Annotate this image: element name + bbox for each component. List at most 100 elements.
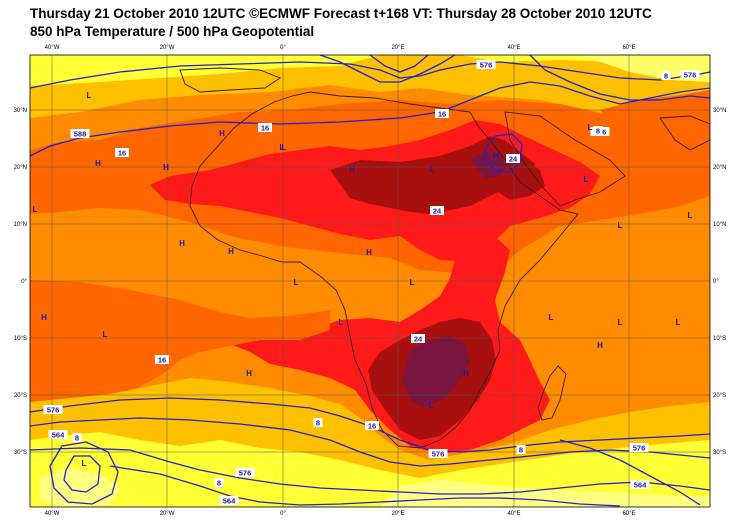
contour-label-box — [258, 123, 272, 132]
lon-tick-label: 60°E — [622, 511, 635, 517]
low-pressure-label: L — [33, 205, 38, 214]
contour-label-text: 8 — [519, 446, 523, 455]
contour-label-box — [430, 206, 444, 215]
contour-label-box — [516, 445, 526, 454]
high-pressure-label: H — [163, 163, 169, 172]
contour-value-label: 588 — [70, 129, 90, 139]
low-pressure-label: L — [87, 91, 92, 100]
band-paleyellow-south — [380, 480, 710, 507]
lat-tick-label: 20°S — [713, 393, 726, 399]
contour-label-text: 576 — [432, 450, 445, 459]
contour-label-box — [235, 468, 255, 477]
contour-label-text: 576 — [633, 444, 646, 453]
contour-label-text: 16 — [118, 149, 126, 158]
high-pressure-label: H — [219, 129, 225, 138]
lat-tick-label: 0° — [713, 279, 719, 285]
contour-label-box — [629, 443, 649, 452]
contour-564-south-b — [109, 465, 621, 507]
contour-label-text: 576 — [239, 469, 252, 478]
high-pressure-label: H — [179, 239, 185, 248]
india-coastline — [659, 115, 710, 151]
contour-label-text: 24 — [509, 155, 518, 164]
iberia-coastline — [179, 67, 281, 93]
high-pressure-label: H — [95, 159, 101, 168]
lon-tick-label: 40°W — [45, 45, 60, 51]
lon-tick-label: 20°E — [391, 45, 404, 51]
contour-564-north — [319, 55, 456, 83]
band-yellow-top — [30, 55, 710, 70]
low-pressure-label: L — [294, 278, 299, 287]
lat-tick-label: 30°S — [14, 450, 27, 456]
lon-tick-label: 40°E — [507, 45, 520, 51]
lat-tick-label: 20°S — [14, 393, 27, 399]
high-pressure-label: H — [493, 151, 499, 160]
low-pressure-label: L — [618, 318, 623, 327]
lat-tick-label: 10°N — [713, 222, 726, 228]
contour-label-text: 24 — [433, 207, 442, 216]
high-pressure-label: H — [246, 369, 252, 378]
contour-label-box — [70, 129, 90, 138]
contour-label-text: 16 — [438, 110, 446, 119]
contour-label-text: 576 — [480, 61, 493, 70]
contour-value-label: 8 — [661, 71, 671, 81]
lat-tick-label: 10°S — [14, 336, 27, 342]
madagascar-coastline — [537, 365, 567, 421]
band-yellow-south — [30, 432, 710, 507]
band-paleyellow-southwest — [40, 468, 120, 507]
contour-value-label: 564 — [48, 430, 68, 440]
low-pressure-label: L — [429, 401, 434, 410]
contour-value-label: 24 — [430, 206, 444, 216]
axis-ticks: 40°W 40°W 20°W 20°W 0° 0° 20°E 20°E 40°E 40°E 60°E… — [14, 45, 727, 517]
contour-label-box — [48, 430, 68, 439]
contour-label-text: 576 — [47, 406, 60, 415]
contour-value-label: 16 — [115, 148, 129, 158]
low-pressure-label: L — [688, 211, 693, 220]
contour-value-label: 8 — [593, 126, 603, 136]
contour-label-text: 16 — [261, 124, 269, 133]
arabia-coastline — [504, 111, 626, 207]
contour-label-box — [155, 355, 169, 364]
contour-label-text: 16 — [158, 356, 166, 365]
contour-label-text: 8 — [217, 479, 221, 488]
contour-value-label: 576 — [680, 70, 700, 80]
low-pressure-label: L — [282, 143, 287, 152]
contour-east-loop — [529, 55, 710, 101]
low-pressure-label: L — [410, 278, 415, 287]
contour-label-box — [506, 154, 520, 163]
low-pressure-label: L — [82, 459, 87, 468]
contour-label-box — [214, 478, 224, 487]
lat-tick-label: 0° — [21, 279, 27, 285]
contour-value-label: 8 — [313, 418, 323, 428]
contour-value-label: 576 — [428, 449, 448, 459]
graticule — [30, 55, 710, 507]
contour-552-north — [369, 55, 429, 73]
high-pressure-label: H — [597, 341, 603, 350]
contour-label-text: 576 — [684, 71, 697, 80]
lat-tick-label: 30°N — [14, 108, 27, 114]
contour-label-box — [435, 109, 449, 118]
lon-tick-label: 40°E — [507, 511, 520, 517]
lon-tick-label: 60°E — [622, 45, 635, 51]
lat-tick-label: 30°S — [713, 450, 726, 456]
contour-label-box — [630, 480, 650, 489]
contour-value-label: 24 — [506, 154, 520, 164]
lat-tick-label: 30°N — [713, 108, 726, 114]
chart-title: Thursday 21 October 2010 12UTC ©ECMWF Fo… — [30, 6, 652, 21]
contour-label-text: 8 — [664, 72, 668, 81]
low-pressure-label: L — [676, 318, 681, 327]
contour-label-box — [428, 449, 448, 458]
contour-value-label: 8 — [214, 478, 224, 488]
low-pressure-label: L — [103, 330, 108, 339]
contour-576-north — [30, 61, 710, 89]
low-pressure-label: L — [549, 313, 554, 322]
contour-value-label: 576 — [43, 405, 63, 415]
contour-low-southwest-inner — [63, 455, 101, 493]
contour-value-label: 16 — [155, 355, 169, 365]
contour-576-south — [30, 397, 710, 453]
contour-label-box — [365, 421, 379, 430]
high-pressure-label: H — [349, 165, 355, 174]
contour-label-box — [219, 496, 239, 505]
contour-value-label: 564 — [219, 496, 239, 506]
contour-564-south — [30, 447, 710, 495]
